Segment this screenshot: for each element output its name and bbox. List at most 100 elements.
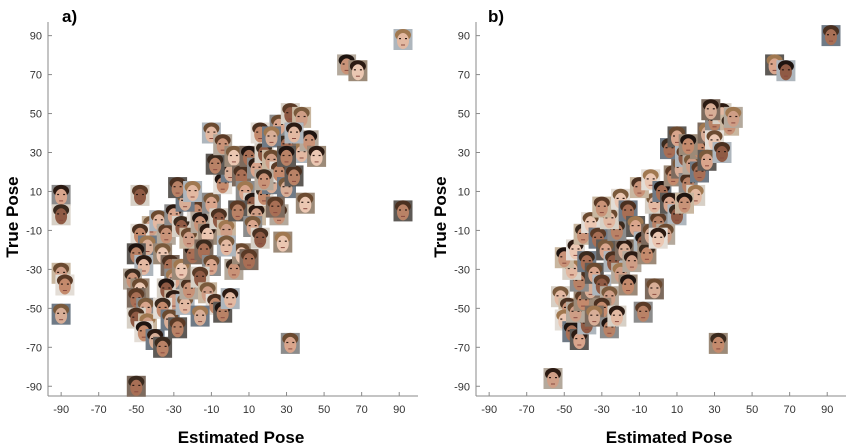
face-point	[584, 305, 604, 327]
face-point	[216, 235, 236, 257]
face-point	[675, 192, 694, 214]
face-point	[228, 200, 248, 222]
face-point	[348, 60, 368, 82]
panel-label: b)	[488, 7, 504, 26]
face-point	[130, 184, 150, 206]
face-point	[277, 145, 296, 167]
face-point	[190, 305, 210, 327]
y-tick-label: -30	[454, 264, 470, 276]
face-point	[776, 60, 796, 82]
x-tick-label: -70	[519, 404, 535, 416]
face-point	[569, 329, 589, 350]
face-point	[280, 332, 300, 354]
face-point	[678, 134, 698, 156]
y-tick-label: -50	[26, 303, 42, 315]
face-point	[254, 169, 274, 191]
face-point	[149, 210, 169, 232]
face-point	[205, 153, 225, 175]
y-tick-label: 10	[458, 186, 470, 198]
x-tick-label: -30	[166, 404, 182, 416]
y-tick-label: 90	[30, 31, 42, 43]
face-point	[265, 196, 285, 218]
y-tick-label: -70	[454, 342, 470, 354]
face-point	[183, 181, 203, 202]
face-point	[153, 336, 173, 358]
face-point	[284, 165, 304, 187]
y-tick-label: -10	[454, 225, 470, 237]
y-tick-label: 50	[458, 109, 470, 121]
face-point	[393, 200, 413, 222]
face-point	[633, 301, 653, 323]
face-point	[592, 196, 612, 218]
face-point	[284, 122, 304, 144]
panel-label: a)	[62, 7, 77, 26]
y-tick-label: -90	[454, 381, 470, 393]
y-tick-label: -50	[454, 303, 470, 315]
face-point	[607, 305, 627, 327]
face-point	[273, 231, 293, 253]
face-point	[708, 332, 728, 354]
face-point	[618, 274, 638, 296]
x-tick-label: -30	[594, 404, 610, 416]
face-point	[51, 303, 71, 325]
x-tick-label: -70	[91, 404, 107, 416]
y-axis-title: True Pose	[431, 176, 450, 257]
x-tick-label: -10	[203, 404, 219, 416]
face-point	[201, 192, 221, 214]
face-point	[697, 149, 717, 171]
x-tick-label: 10	[243, 404, 255, 416]
face-point	[723, 106, 743, 128]
y-tick-label: -70	[26, 342, 42, 354]
face-point	[224, 145, 244, 167]
face-point	[168, 317, 188, 339]
face-point	[821, 25, 841, 47]
scatter-panel-b: 90 70 50 30 10 -10 -30 -50 -70 -90 -90 -70 -50 -30 -10…	[431, 7, 846, 447]
x-tick-label: 30	[708, 404, 720, 416]
face-point	[126, 375, 146, 397]
face-point	[51, 204, 71, 226]
face-point	[543, 368, 563, 389]
y-axis-title: True Pose	[3, 176, 22, 257]
x-tick-label: 10	[671, 404, 683, 416]
y-tick-label: 70	[30, 70, 42, 82]
x-tick-label: 30	[280, 404, 292, 416]
y-tick-label: -10	[26, 225, 42, 237]
face-point	[134, 255, 154, 276]
face-point	[156, 223, 176, 245]
face-point	[701, 99, 721, 121]
y-tick-label: -30	[26, 264, 42, 276]
face-point	[55, 274, 75, 296]
x-tick-label: 50	[318, 404, 330, 416]
face-point	[51, 184, 71, 206]
scatter-panel-a: 90 70 50 30 10 -10 -30 -50 -70 -90 -90 -70 -50 -30 -10…	[3, 7, 418, 447]
y-tick-label: 90	[458, 31, 470, 43]
x-axis-title: Estimated Pose	[178, 428, 305, 447]
x-tick-label: 50	[746, 404, 758, 416]
face-point	[712, 142, 732, 163]
face-point	[295, 192, 315, 214]
face-point	[648, 227, 668, 249]
y-tick-label: -90	[26, 381, 42, 393]
face-point	[307, 145, 327, 167]
y-tick-label: 30	[458, 148, 470, 160]
face-point	[644, 278, 664, 300]
x-tick-label: 70	[784, 404, 796, 416]
x-tick-label: 70	[356, 404, 368, 416]
face-point	[239, 249, 259, 271]
x-tick-label: -90	[481, 404, 497, 416]
y-tick-label: 70	[458, 70, 470, 82]
y-tick-label: 50	[30, 109, 42, 121]
face-point	[622, 251, 642, 273]
face-point	[250, 227, 270, 249]
x-tick-label: -10	[631, 404, 647, 416]
y-tick-label: 30	[30, 148, 42, 160]
face-point	[393, 29, 413, 50]
y-tick-label: 10	[30, 186, 42, 198]
x-tick-label: -50	[128, 404, 144, 416]
face-point	[201, 122, 221, 144]
face-point	[262, 126, 281, 148]
x-tick-label: 90	[821, 404, 833, 416]
x-axis-title: Estimated Pose	[606, 428, 733, 447]
x-tick-label: -50	[556, 404, 572, 416]
